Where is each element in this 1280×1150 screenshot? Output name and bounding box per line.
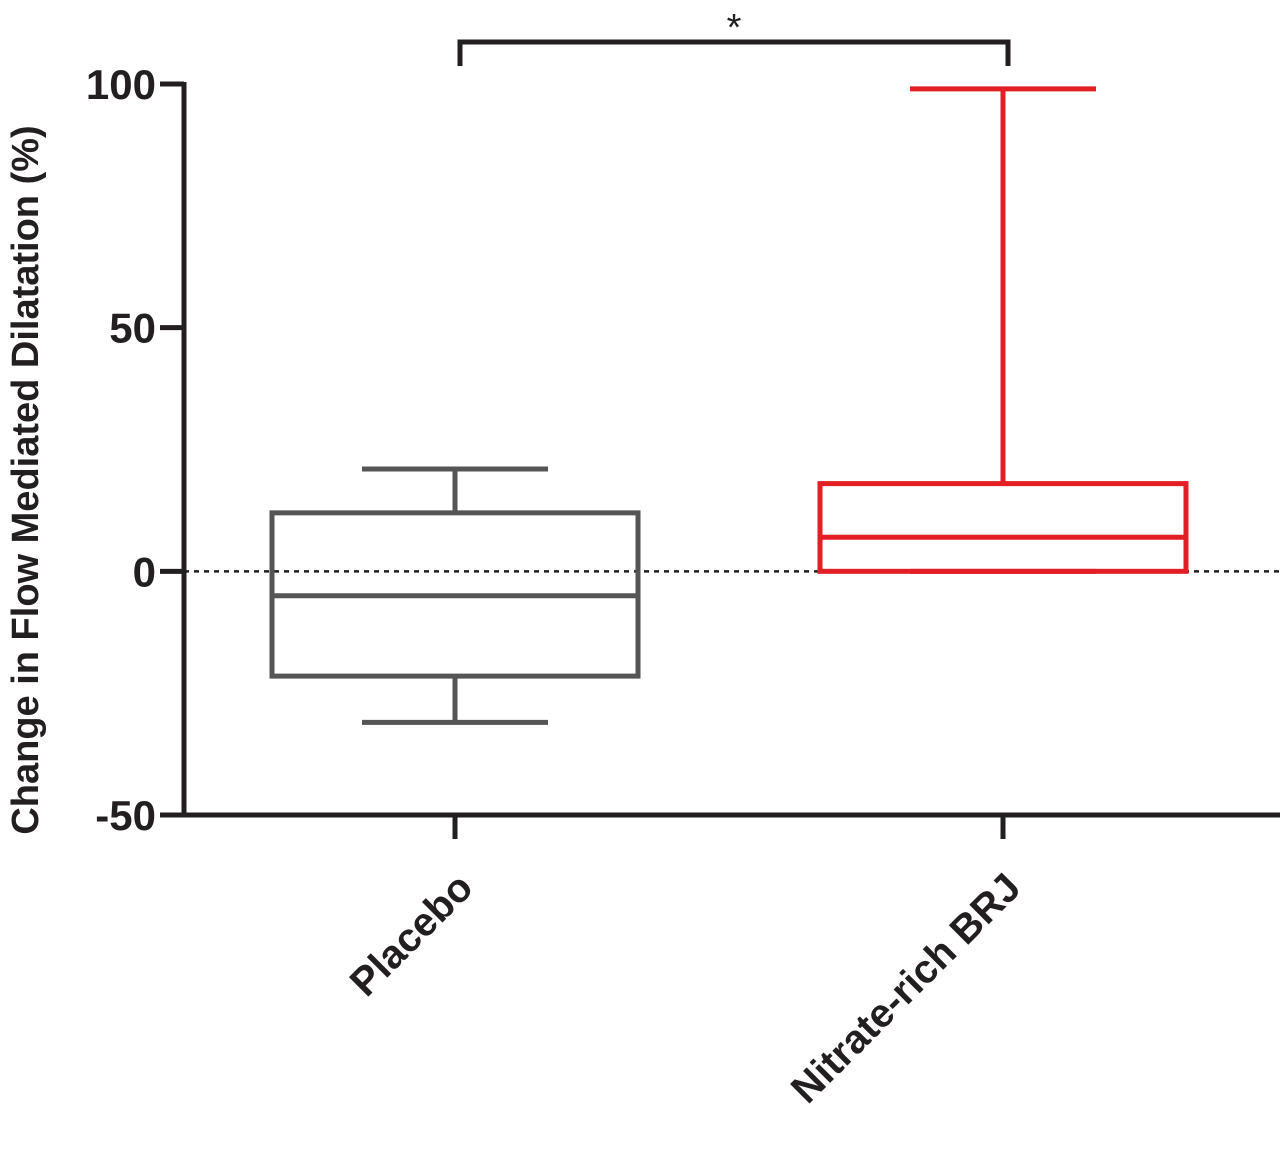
significance-bracket [457,39,1011,66]
y-tick-label: 50 [109,305,156,352]
y-axis-label: Change in Flow Mediated Dilatation (%) [5,125,47,834]
y-tick-label: 0 [133,548,156,595]
y-tick-label: -50 [95,792,156,839]
box [817,481,1189,574]
x-tick-label: Placebo [342,865,482,1005]
y-tick-label: 100 [86,61,156,108]
x-tick-label: Nitrate-rich BRJ [783,865,1029,1111]
significance-marker: * [727,7,742,49]
